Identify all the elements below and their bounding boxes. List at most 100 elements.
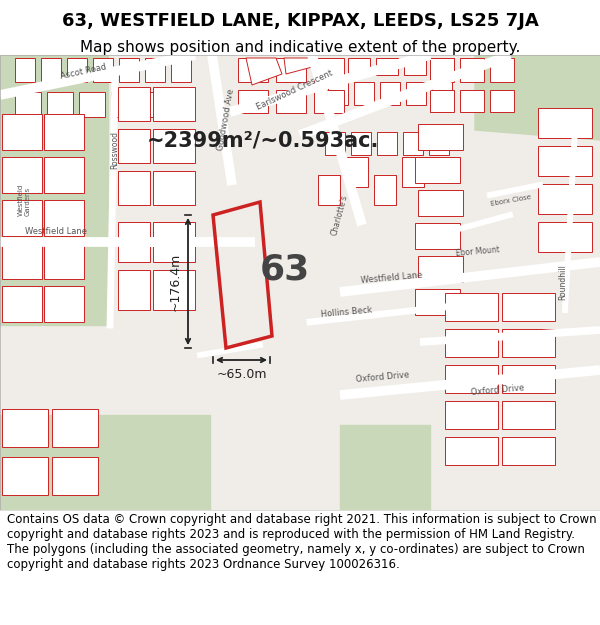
Polygon shape	[118, 222, 150, 262]
Bar	[0, 55, 108, 325]
Polygon shape	[118, 129, 150, 163]
Polygon shape	[2, 457, 48, 495]
Polygon shape	[118, 171, 150, 205]
Polygon shape	[325, 132, 345, 155]
Polygon shape	[418, 190, 463, 216]
Polygon shape	[490, 90, 514, 112]
Polygon shape	[52, 409, 98, 447]
Polygon shape	[538, 184, 592, 214]
Text: Earlswood Crescent: Earlswood Crescent	[255, 68, 334, 112]
Polygon shape	[460, 58, 484, 82]
Polygon shape	[2, 286, 42, 322]
Polygon shape	[15, 92, 41, 117]
Text: Hollins Beck: Hollins Beck	[320, 305, 372, 319]
Polygon shape	[67, 58, 87, 82]
Text: Contains OS data © Crown copyright and database right 2021. This information is : Contains OS data © Crown copyright and d…	[7, 514, 597, 571]
Polygon shape	[143, 92, 169, 117]
Polygon shape	[432, 58, 454, 75]
Polygon shape	[153, 129, 195, 163]
Text: Westfield Lane: Westfield Lane	[25, 228, 87, 236]
Polygon shape	[502, 437, 555, 465]
Polygon shape	[118, 87, 150, 121]
Polygon shape	[445, 329, 498, 357]
Polygon shape	[284, 58, 316, 74]
Text: Ascot Road: Ascot Road	[60, 62, 108, 81]
Text: Ebor Mount: Ebor Mount	[455, 246, 500, 258]
Polygon shape	[403, 132, 423, 155]
Polygon shape	[490, 58, 514, 82]
Polygon shape	[538, 222, 592, 252]
Text: Charlotte's: Charlotte's	[330, 194, 350, 236]
Polygon shape	[44, 157, 84, 193]
Polygon shape	[430, 90, 454, 112]
Polygon shape	[314, 58, 344, 82]
Polygon shape	[415, 157, 460, 183]
Polygon shape	[276, 90, 306, 113]
Polygon shape	[418, 124, 463, 150]
Polygon shape	[2, 409, 48, 447]
Polygon shape	[238, 58, 268, 82]
Polygon shape	[111, 92, 137, 117]
Text: ~176.4m: ~176.4m	[169, 253, 182, 311]
Polygon shape	[153, 270, 195, 310]
Polygon shape	[430, 58, 454, 82]
Polygon shape	[445, 401, 498, 429]
Text: Goodwood Ave: Goodwood Ave	[216, 88, 236, 152]
Polygon shape	[445, 293, 498, 321]
Text: Roundhill: Roundhill	[558, 264, 567, 300]
Polygon shape	[15, 58, 35, 82]
Polygon shape	[538, 108, 592, 138]
Polygon shape	[238, 90, 268, 113]
Polygon shape	[404, 58, 426, 75]
Bar	[0, 415, 210, 510]
Polygon shape	[119, 58, 139, 82]
Polygon shape	[348, 58, 370, 75]
Polygon shape	[376, 58, 398, 75]
Polygon shape	[44, 200, 84, 236]
Polygon shape	[429, 132, 449, 155]
Text: Eborx Close: Eborx Close	[490, 194, 532, 206]
Polygon shape	[328, 82, 348, 105]
Polygon shape	[246, 58, 282, 85]
Polygon shape	[502, 293, 555, 321]
Polygon shape	[415, 289, 460, 315]
Polygon shape	[44, 286, 84, 322]
Text: ~65.0m: ~65.0m	[216, 368, 267, 381]
Polygon shape	[502, 401, 555, 429]
Text: Westfield
Gardens: Westfield Gardens	[18, 184, 31, 216]
Polygon shape	[79, 92, 105, 117]
Polygon shape	[377, 132, 397, 155]
Polygon shape	[153, 171, 195, 205]
Text: Oxford Drive: Oxford Drive	[355, 370, 409, 384]
Polygon shape	[314, 90, 344, 113]
Polygon shape	[47, 92, 73, 117]
Polygon shape	[153, 222, 195, 262]
Polygon shape	[52, 457, 98, 495]
Polygon shape	[2, 200, 42, 236]
Polygon shape	[276, 58, 306, 82]
Text: Westfield Lane: Westfield Lane	[360, 271, 422, 285]
Polygon shape	[502, 329, 555, 357]
Polygon shape	[318, 175, 340, 205]
Polygon shape	[432, 82, 452, 105]
Polygon shape	[153, 87, 195, 121]
Polygon shape	[93, 58, 113, 82]
Polygon shape	[418, 256, 463, 282]
Polygon shape	[351, 132, 371, 155]
Polygon shape	[380, 82, 400, 105]
Polygon shape	[502, 365, 555, 393]
Polygon shape	[415, 223, 460, 249]
Polygon shape	[445, 437, 498, 465]
Polygon shape	[44, 243, 84, 279]
Polygon shape	[2, 157, 42, 193]
Polygon shape	[2, 114, 42, 150]
Text: Rosswood: Rosswood	[110, 131, 119, 169]
Text: 63, WESTFIELD LANE, KIPPAX, LEEDS, LS25 7JA: 63, WESTFIELD LANE, KIPPAX, LEEDS, LS25 …	[62, 12, 538, 30]
Polygon shape	[44, 114, 84, 150]
Polygon shape	[445, 365, 498, 393]
Polygon shape	[374, 175, 396, 205]
Polygon shape	[460, 90, 484, 112]
Polygon shape	[340, 425, 430, 510]
Polygon shape	[0, 420, 100, 510]
Polygon shape	[118, 270, 150, 310]
